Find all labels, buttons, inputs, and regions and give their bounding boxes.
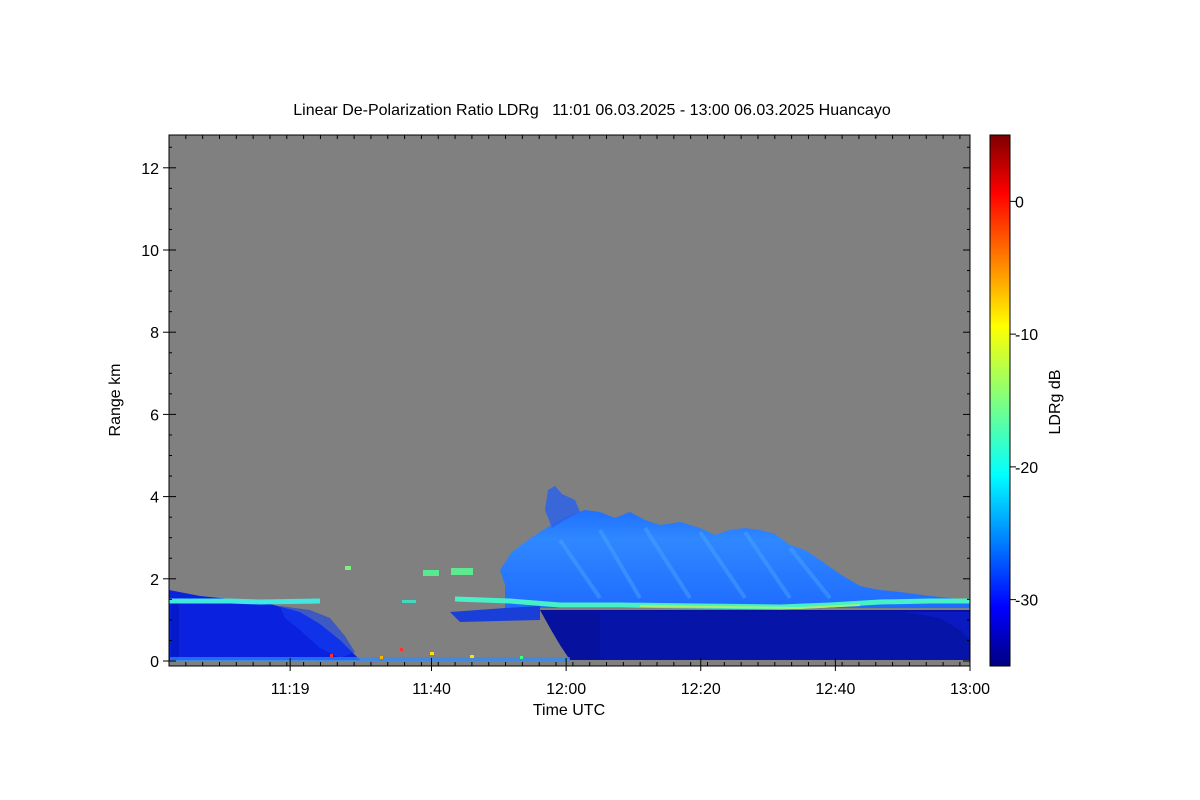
colorbar-tick-label: -20 [1015, 460, 1038, 477]
colorbar-tick-label: 0 [1015, 194, 1024, 211]
x-tick-label: 13:00 [950, 681, 990, 698]
y-tick-label: 0 [150, 654, 159, 671]
chart-title: Linear De-Polarization Ratio LDRg 11:01 … [293, 102, 891, 119]
colorbar-tick-label: -30 [1015, 593, 1038, 610]
boundary-layer-right-edge [905, 612, 970, 640]
y-axis-label: Range km [107, 364, 124, 437]
plume-streaks [558, 526, 832, 600]
x-tick-label: 12:40 [815, 681, 855, 698]
colorbar-ticks: 0 -10 -20 -30 [1010, 194, 1038, 610]
boundary-layer-band [600, 612, 970, 660]
morning-aerosol-speckle [280, 606, 355, 658]
plot-area [169, 135, 970, 666]
y-tick-label: 2 [150, 572, 159, 589]
x-axis-label: Time UTC [533, 702, 605, 719]
colorbar-label: LDRg dB [1047, 370, 1064, 435]
near-surface-noise [170, 648, 570, 661]
x-tick-label: 11:40 [412, 681, 451, 698]
y-tick-label: 4 [150, 490, 159, 507]
colorbar-gradient [989, 134, 1011, 667]
mid-layer [450, 606, 540, 622]
morning-aerosol-layer [169, 590, 360, 660]
feature-green-4 [402, 600, 416, 603]
plume-top-wisps [545, 486, 580, 528]
x-tick-label: 12:00 [546, 681, 586, 698]
colorbar: 0 -10 -20 -30 LDRg dB [989, 134, 1064, 667]
y-tick-label: 8 [150, 325, 159, 342]
colorbar-tick-label: -10 [1015, 327, 1038, 344]
x-tick-label: 11:19 [271, 681, 310, 698]
x-axis: 11:19 11:40 12:00 12:20 12:40 13:00 [168, 135, 990, 698]
feature-green-3 [345, 566, 351, 570]
plot-frame [168, 134, 971, 667]
y-tick-label: 12 [141, 161, 159, 178]
feature-green-2 [451, 568, 473, 575]
feature-green-1 [423, 570, 439, 576]
y-tick-label: 6 [150, 407, 159, 424]
bright-layer-core [639, 604, 861, 610]
cloud-plume [500, 510, 970, 608]
y-axis: 0 2 4 6 8 10 12 [141, 146, 970, 671]
y-tick-label: 10 [141, 243, 159, 260]
morning-dark-column [171, 600, 179, 660]
x-tick-label: 12:20 [681, 681, 721, 698]
bright-layer-morning [169, 598, 321, 605]
